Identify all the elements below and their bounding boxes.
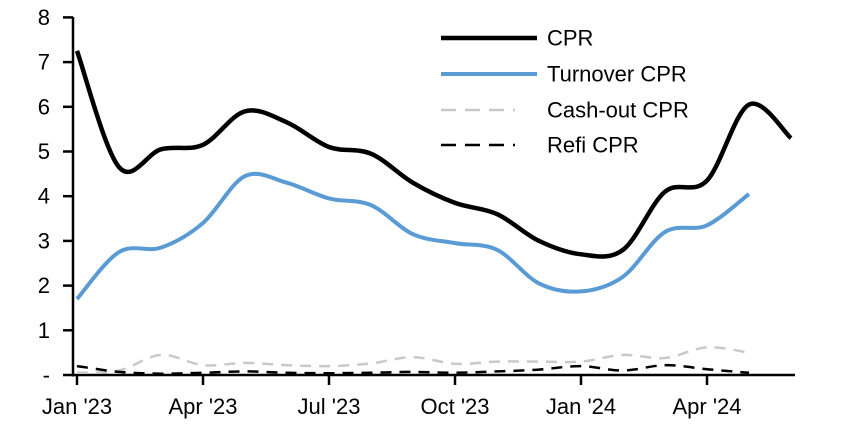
legend-item-cash-out-cpr: Cash-out CPR <box>441 98 689 123</box>
y-tick-label: 3 <box>38 228 50 253</box>
legend-label-cpr: CPR <box>547 26 593 51</box>
x-tick-label: Oct '23 <box>420 394 489 419</box>
series-line-cash-out-cpr <box>76 345 750 375</box>
legend-label-turnover-cpr: Turnover CPR <box>547 62 687 87</box>
legend-item-turnover-cpr: Turnover CPR <box>441 62 687 87</box>
y-tick-label: 6 <box>38 94 50 119</box>
plot-area <box>74 50 793 375</box>
x-tick-label: Apr '24 <box>672 394 741 419</box>
series-line-turnover-cpr <box>75 171 751 301</box>
legend-item-refi-cpr: Refi CPR <box>441 133 639 158</box>
y-tick-label: 1 <box>38 318 50 343</box>
series-line-cpr <box>74 50 793 259</box>
legend-item-cpr: CPR <box>441 26 593 51</box>
y-tick-label: 8 <box>38 5 50 30</box>
y-tick-label: 7 <box>38 50 50 75</box>
axes: - 1 2 3 4 5 6 7 8 Jan '23 Apr '23 Jul '23 Oct '23 Jan… <box>38 5 795 419</box>
y-tick-label: 5 <box>38 139 50 164</box>
y-tick-label: 2 <box>38 273 50 298</box>
y-tick-label: - <box>43 363 50 388</box>
legend: CPR Turnover CPR Cash-out CPR Refi CPR <box>441 26 689 158</box>
y-tick-label: 4 <box>38 184 50 209</box>
x-tick-label: Jan '24 <box>546 394 616 419</box>
x-tick-label: Jul '23 <box>298 394 361 419</box>
x-tick-label: Jan '23 <box>42 394 112 419</box>
x-tick-label: Apr '23 <box>168 394 237 419</box>
legend-label-cash-out-cpr: Cash-out CPR <box>547 98 689 123</box>
legend-label-refi-cpr: Refi CPR <box>547 133 639 158</box>
series-line-refi-cpr <box>76 363 750 375</box>
